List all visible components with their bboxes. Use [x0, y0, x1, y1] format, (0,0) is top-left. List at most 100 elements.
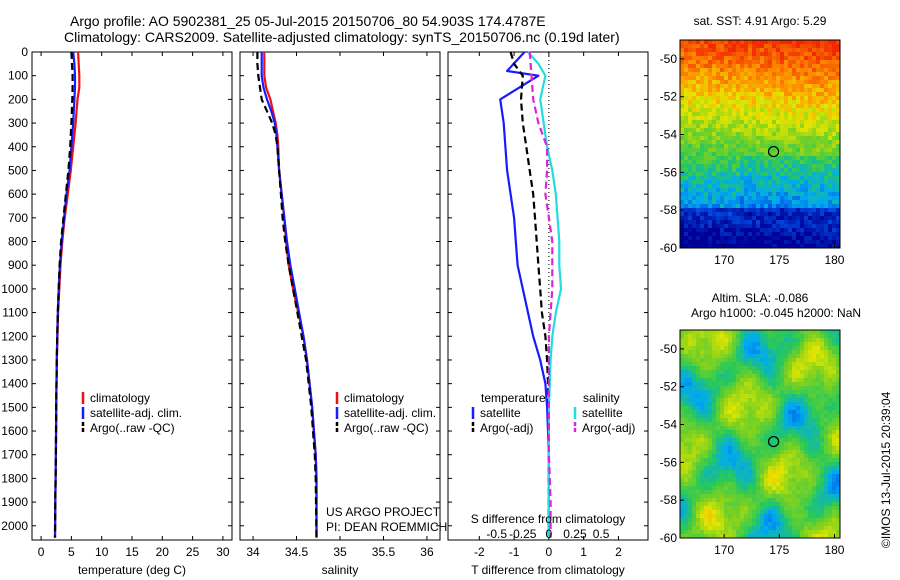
sla-cell — [800, 370, 805, 375]
sla-cell — [768, 342, 773, 347]
sla-cell — [716, 446, 721, 451]
sst-cell — [816, 44, 821, 49]
sst-cell — [788, 236, 793, 241]
sst-cell — [736, 208, 741, 213]
sst-cell — [828, 220, 833, 225]
sla-cell — [816, 510, 821, 515]
sst-cell — [836, 72, 841, 77]
sla-cell — [816, 438, 821, 443]
sst-cell — [764, 200, 769, 205]
sst-cell — [716, 64, 721, 69]
sla-cell — [780, 402, 785, 407]
sla-cell — [680, 482, 685, 487]
x-tick-label: -2 — [474, 545, 485, 559]
sst-cell — [804, 68, 809, 73]
sst-cell — [772, 156, 777, 161]
sla-cell — [836, 382, 841, 387]
sla-cell — [808, 406, 813, 411]
sst-cell — [828, 188, 833, 193]
sst-cell — [768, 184, 773, 189]
sst-cell — [792, 96, 797, 101]
sst-cell — [684, 108, 689, 113]
sla-cell — [712, 378, 717, 383]
sst-cell — [756, 60, 761, 65]
sst-cell — [784, 168, 789, 173]
sst-cell — [808, 64, 813, 69]
sla-cell — [752, 494, 757, 499]
sst-cell — [704, 84, 709, 89]
sla-cell — [752, 382, 757, 387]
sst-cell — [684, 128, 689, 133]
sla-cell — [792, 338, 797, 343]
sla-cell — [804, 466, 809, 471]
sla-cell — [684, 522, 689, 527]
sla-cell — [788, 362, 793, 367]
sla-cell — [792, 426, 797, 431]
sla-cell — [760, 378, 765, 383]
sla-cell — [804, 370, 809, 375]
sst-cell — [836, 132, 841, 137]
sla-cell — [696, 390, 701, 395]
sst-cell — [812, 88, 817, 93]
sla-map-frame — [679, 329, 841, 539]
sla-cell — [820, 446, 825, 451]
sst-cell — [684, 232, 689, 237]
sst-cell — [764, 52, 769, 57]
sla-cell — [812, 330, 817, 335]
sla-cell — [700, 438, 705, 443]
sla-cell — [768, 438, 773, 443]
sla-cell — [696, 530, 701, 535]
sla-cell — [780, 374, 785, 379]
sla-cell — [824, 506, 829, 511]
x-axis-label: T difference from climatology — [471, 563, 625, 577]
sst-cell — [808, 40, 813, 45]
sst-cell — [684, 200, 689, 205]
sla-cell — [788, 526, 793, 531]
sla-cell — [820, 394, 825, 399]
sst-cell — [808, 88, 813, 93]
sla-cell — [788, 378, 793, 383]
sst-cell — [736, 144, 741, 149]
sla-cell — [800, 506, 805, 511]
sla-cell — [732, 382, 737, 387]
sla-cell — [700, 474, 705, 479]
sla-cell — [732, 518, 737, 523]
sst-cell — [824, 172, 829, 177]
sla-cell — [808, 394, 813, 399]
sst-cell — [720, 220, 725, 225]
sst-cell — [816, 192, 821, 197]
sst-cell — [744, 184, 749, 189]
sla-cell — [828, 366, 833, 371]
sst-cell — [824, 168, 829, 173]
sla-cell — [744, 510, 749, 515]
sst-cell — [780, 56, 785, 61]
sla-cell — [724, 458, 729, 463]
sla-cell — [720, 514, 725, 519]
sst-cell — [796, 112, 801, 117]
sla-cell — [820, 458, 825, 463]
sla-cell — [832, 362, 837, 367]
sla-cell — [684, 366, 689, 371]
sst-cell — [768, 60, 773, 65]
sst-cell — [684, 96, 689, 101]
sla-cell — [760, 394, 765, 399]
sla-cell — [684, 446, 689, 451]
sst-cell — [760, 92, 765, 97]
sst-cell — [820, 64, 825, 69]
sla-cell — [756, 410, 761, 415]
sla-cell — [832, 486, 837, 491]
sla-cell — [816, 338, 821, 343]
sla-cell — [804, 482, 809, 487]
sst-cell — [800, 204, 805, 209]
sst-cell — [732, 184, 737, 189]
sla-cell — [700, 382, 705, 387]
sla-cell — [740, 418, 745, 423]
sla-cell — [684, 454, 689, 459]
sst-cell — [824, 140, 829, 145]
sla-cell — [728, 410, 733, 415]
sst-cell — [764, 132, 769, 137]
sst-cell — [688, 100, 693, 105]
sst-cell — [788, 200, 793, 205]
sla-cell — [740, 414, 745, 419]
sst-cell — [748, 100, 753, 105]
